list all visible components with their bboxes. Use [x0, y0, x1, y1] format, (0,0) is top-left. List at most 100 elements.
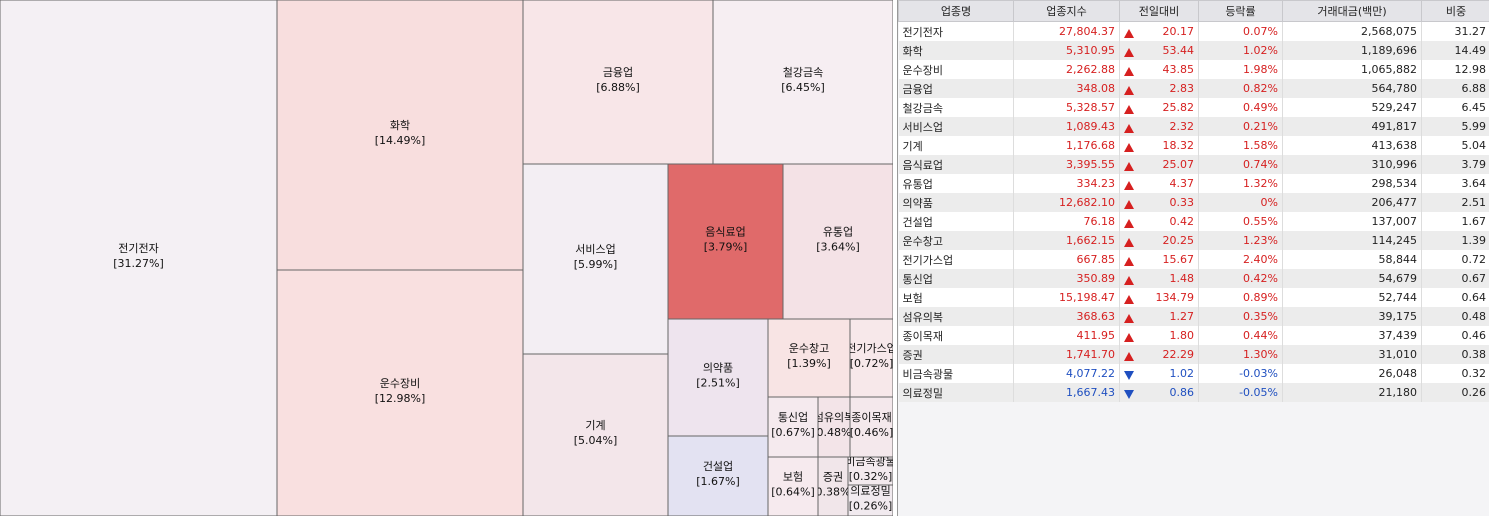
column-header: 전일대비: [1119, 0, 1199, 22]
table-cell: 411.95: [1013, 326, 1120, 345]
sector-name: 의약품: [703, 361, 733, 375]
cell-text: 1.30%: [1243, 348, 1278, 361]
table-row: 통신업 350.89 1.48 0.42% 54,679 0.67: [898, 269, 1489, 288]
table-cell: 1,189,696: [1282, 41, 1422, 60]
sector-cell: 의료정밀 [0.26%]: [848, 485, 893, 516]
table-cell: 0.44%: [1198, 326, 1283, 345]
sector-name: 건설업: [703, 460, 733, 473]
sector-tile: [768, 397, 818, 457]
cell-text: 564,780: [1371, 82, 1418, 95]
change-arrow: [1124, 257, 1134, 266]
table-cell: 334.23: [1013, 174, 1120, 193]
cell-text: 1.02%: [1243, 44, 1278, 57]
sector-share: [31.27%]: [113, 257, 164, 270]
sector-name: 보험: [783, 471, 803, 484]
cell-text: 15.67: [1162, 253, 1195, 266]
table-cell: 1.98%: [1198, 60, 1283, 79]
table-cell: 0.33: [1119, 193, 1199, 212]
table-cell: 5.99: [1421, 117, 1489, 136]
table-cell: 667.85: [1013, 250, 1120, 269]
table-row: 운수창고 1,662.15 20.25 1.23% 114,245 1.39: [898, 231, 1489, 250]
cell-text: 종이목재: [902, 329, 943, 343]
table-cell: 운수창고: [898, 231, 1014, 250]
cell-text: 기계: [902, 139, 923, 153]
change-arrow: [1124, 390, 1134, 399]
sector-name: 전기가스업: [846, 342, 894, 355]
cell-text: 1.23%: [1243, 234, 1278, 247]
table-cell: 3.64: [1421, 174, 1489, 193]
cell-text: 5,310.95: [1066, 44, 1115, 57]
sector-name: 운수장비: [380, 377, 420, 390]
cell-text: 0.33: [1169, 196, 1195, 209]
sector-tile: [523, 164, 668, 354]
table-cell: 43.85: [1119, 60, 1199, 79]
treemap: 전기전자 [31.27%] 화학 [14.49%] 운수장비 [12.98%] 금융업 [6.…: [0, 0, 894, 516]
cell-text: 5.99: [1461, 120, 1487, 133]
cell-text: 1.27: [1169, 310, 1195, 323]
cell-text: 보험: [902, 291, 923, 305]
cell-text: 1,176.68: [1066, 139, 1115, 152]
cell-text: 368.63: [1076, 310, 1116, 323]
sector-name: 의료정밀: [850, 485, 890, 498]
sector-tile: [768, 457, 818, 516]
table-cell: 4,077.22: [1013, 364, 1120, 383]
cell-text: 2.32: [1169, 120, 1195, 133]
table-cell: 음식료업: [898, 155, 1014, 174]
sector-name: 통신업: [778, 411, 808, 424]
cell-text: 52,744: [1378, 291, 1418, 304]
table-row: 전기가스업 667.85 15.67 2.40% 58,844 0.72: [898, 250, 1489, 269]
cell-text: 통신업: [902, 272, 933, 286]
sector-name: 금융업: [603, 66, 633, 79]
table-cell: 2.40%: [1198, 250, 1283, 269]
table-cell: 0.89%: [1198, 288, 1283, 307]
table-cell: 1.02: [1119, 364, 1199, 383]
cell-text: 411.95: [1076, 329, 1116, 342]
table-row: 유통업 334.23 4.37 1.32% 298,534 3.64: [898, 174, 1489, 193]
cell-text: 3.64: [1461, 177, 1487, 190]
table-row: 전기전자 27,804.37 20.17 0.07% 2,568,075 31.27: [898, 21, 1489, 41]
cell-text: 1.80: [1169, 329, 1195, 342]
table-body: 전기전자 27,804.37 20.17 0.07% 2,568,075 31.27 화학 5…: [898, 21, 1489, 402]
sector-cell: 통신업 [0.67%]: [768, 397, 818, 457]
table-cell: 39,175: [1282, 307, 1422, 326]
sector-tile: [523, 0, 713, 164]
table-cell: 206,477: [1282, 193, 1422, 212]
cell-text: 1,189,696: [1361, 44, 1417, 57]
cell-text: 491,817: [1371, 120, 1418, 133]
table-cell: 348.08: [1013, 79, 1120, 98]
change-arrow: [1124, 181, 1134, 190]
table-cell: 섬유의복: [898, 307, 1014, 326]
table-cell: 6.45: [1421, 98, 1489, 117]
cell-text: 529,247: [1371, 101, 1418, 114]
sector-tile: [277, 0, 523, 270]
table-cell: 1,667.43: [1013, 383, 1120, 402]
cell-text: 0.55%: [1243, 215, 1278, 228]
table-cell: 서비스업: [898, 117, 1014, 136]
table-cell: 5,310.95: [1013, 41, 1120, 60]
sector-tile: [818, 457, 848, 516]
cell-text: 20.17: [1162, 25, 1195, 38]
table-cell: 0.26: [1421, 383, 1489, 402]
sector-name: 비금속광물: [845, 455, 894, 468]
cell-text: 12.98: [1454, 63, 1487, 76]
table-cell: 31,010: [1282, 345, 1422, 364]
table-cell: 368.63: [1013, 307, 1120, 326]
sector-cell: 전기전자 [31.27%]: [0, 0, 277, 516]
cell-text: 20.25: [1162, 234, 1195, 247]
table-cell: 1,089.43: [1013, 117, 1120, 136]
table-cell: -0.05%: [1198, 383, 1283, 402]
cell-text: 2.40%: [1243, 253, 1278, 266]
cell-text: 667.85: [1076, 253, 1116, 266]
sector-cell: 섬유의복 [0.48%]: [818, 397, 850, 457]
table-cell: 350.89: [1013, 269, 1120, 288]
sector-tile: [668, 436, 768, 516]
cell-text: -0.03%: [1239, 367, 1278, 380]
cell-text: 5,328.57: [1066, 101, 1115, 114]
sector-tile: [0, 0, 277, 516]
cell-text: 31.27: [1454, 25, 1487, 38]
table-row: 보험 15,198.47 134.79 0.89% 52,744 0.64: [898, 288, 1489, 307]
sector-share: [14.49%]: [375, 134, 426, 147]
sector-share: [2.51%]: [696, 377, 740, 390]
table-row: 의료정밀 1,667.43 0.86 -0.05% 21,180 0.26: [898, 383, 1489, 402]
sector-cell: 금융업 [6.88%]: [523, 0, 713, 164]
